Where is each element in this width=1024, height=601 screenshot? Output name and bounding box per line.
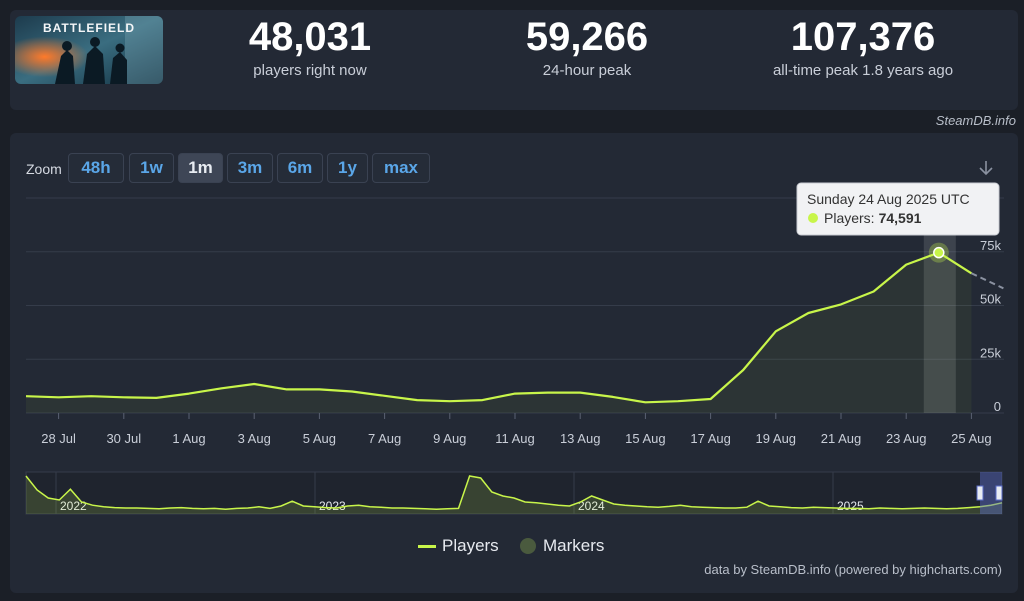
zoom-max-button[interactable]: max <box>372 153 430 183</box>
game-logo-text: BATTLEFIELD <box>43 21 135 35</box>
stats-bar <box>10 10 1018 110</box>
zoom-1m-button[interactable]: 1m <box>178 153 223 183</box>
steamdb-credit-link[interactable]: SteamDB.info <box>935 113 1016 128</box>
zoom-3m-button[interactable]: 3m <box>227 153 273 183</box>
current-players-value: 48,031 <box>248 15 372 59</box>
download-icon[interactable] <box>978 160 994 178</box>
zoom-6m-button[interactable]: 6m <box>277 153 323 183</box>
legend-item-markers[interactable]: Markers <box>520 535 604 557</box>
legend-item-players[interactable]: Players <box>418 535 499 557</box>
chart-panel <box>10 133 1018 593</box>
peak-24h-label: 24-hour peak <box>542 62 632 79</box>
legend-players-label: Players <box>442 536 499 555</box>
players-legend-line-icon <box>418 544 436 548</box>
stat-current-players: 48,031 players right now <box>180 14 440 79</box>
stat-24h-peak: 59,266 24-hour peak <box>457 14 717 79</box>
current-players-label: players right now <box>253 62 367 79</box>
alltime-peak-value: 107,376 <box>790 15 936 59</box>
stat-alltime-peak: 107,376 all-time peak 1.8 years ago <box>733 14 993 79</box>
peak-24h-value: 59,266 <box>525 15 649 59</box>
game-thumbnail[interactable]: BATTLEFIELD <box>15 16 163 84</box>
zoom-1y-button[interactable]: 1y <box>327 153 368 183</box>
markers-legend-circle-icon <box>520 538 536 554</box>
zoom-48h-button[interactable]: 48h <box>68 153 124 183</box>
legend-markers-label: Markers <box>543 536 605 555</box>
alltime-peak-label: all-time peak 1.8 years ago <box>772 62 954 79</box>
highcharts-credit[interactable]: data by SteamDB.info (powered by highcha… <box>704 562 1002 577</box>
zoom-1w-button[interactable]: 1w <box>129 153 174 183</box>
zoom-label: Zoom <box>26 161 62 177</box>
